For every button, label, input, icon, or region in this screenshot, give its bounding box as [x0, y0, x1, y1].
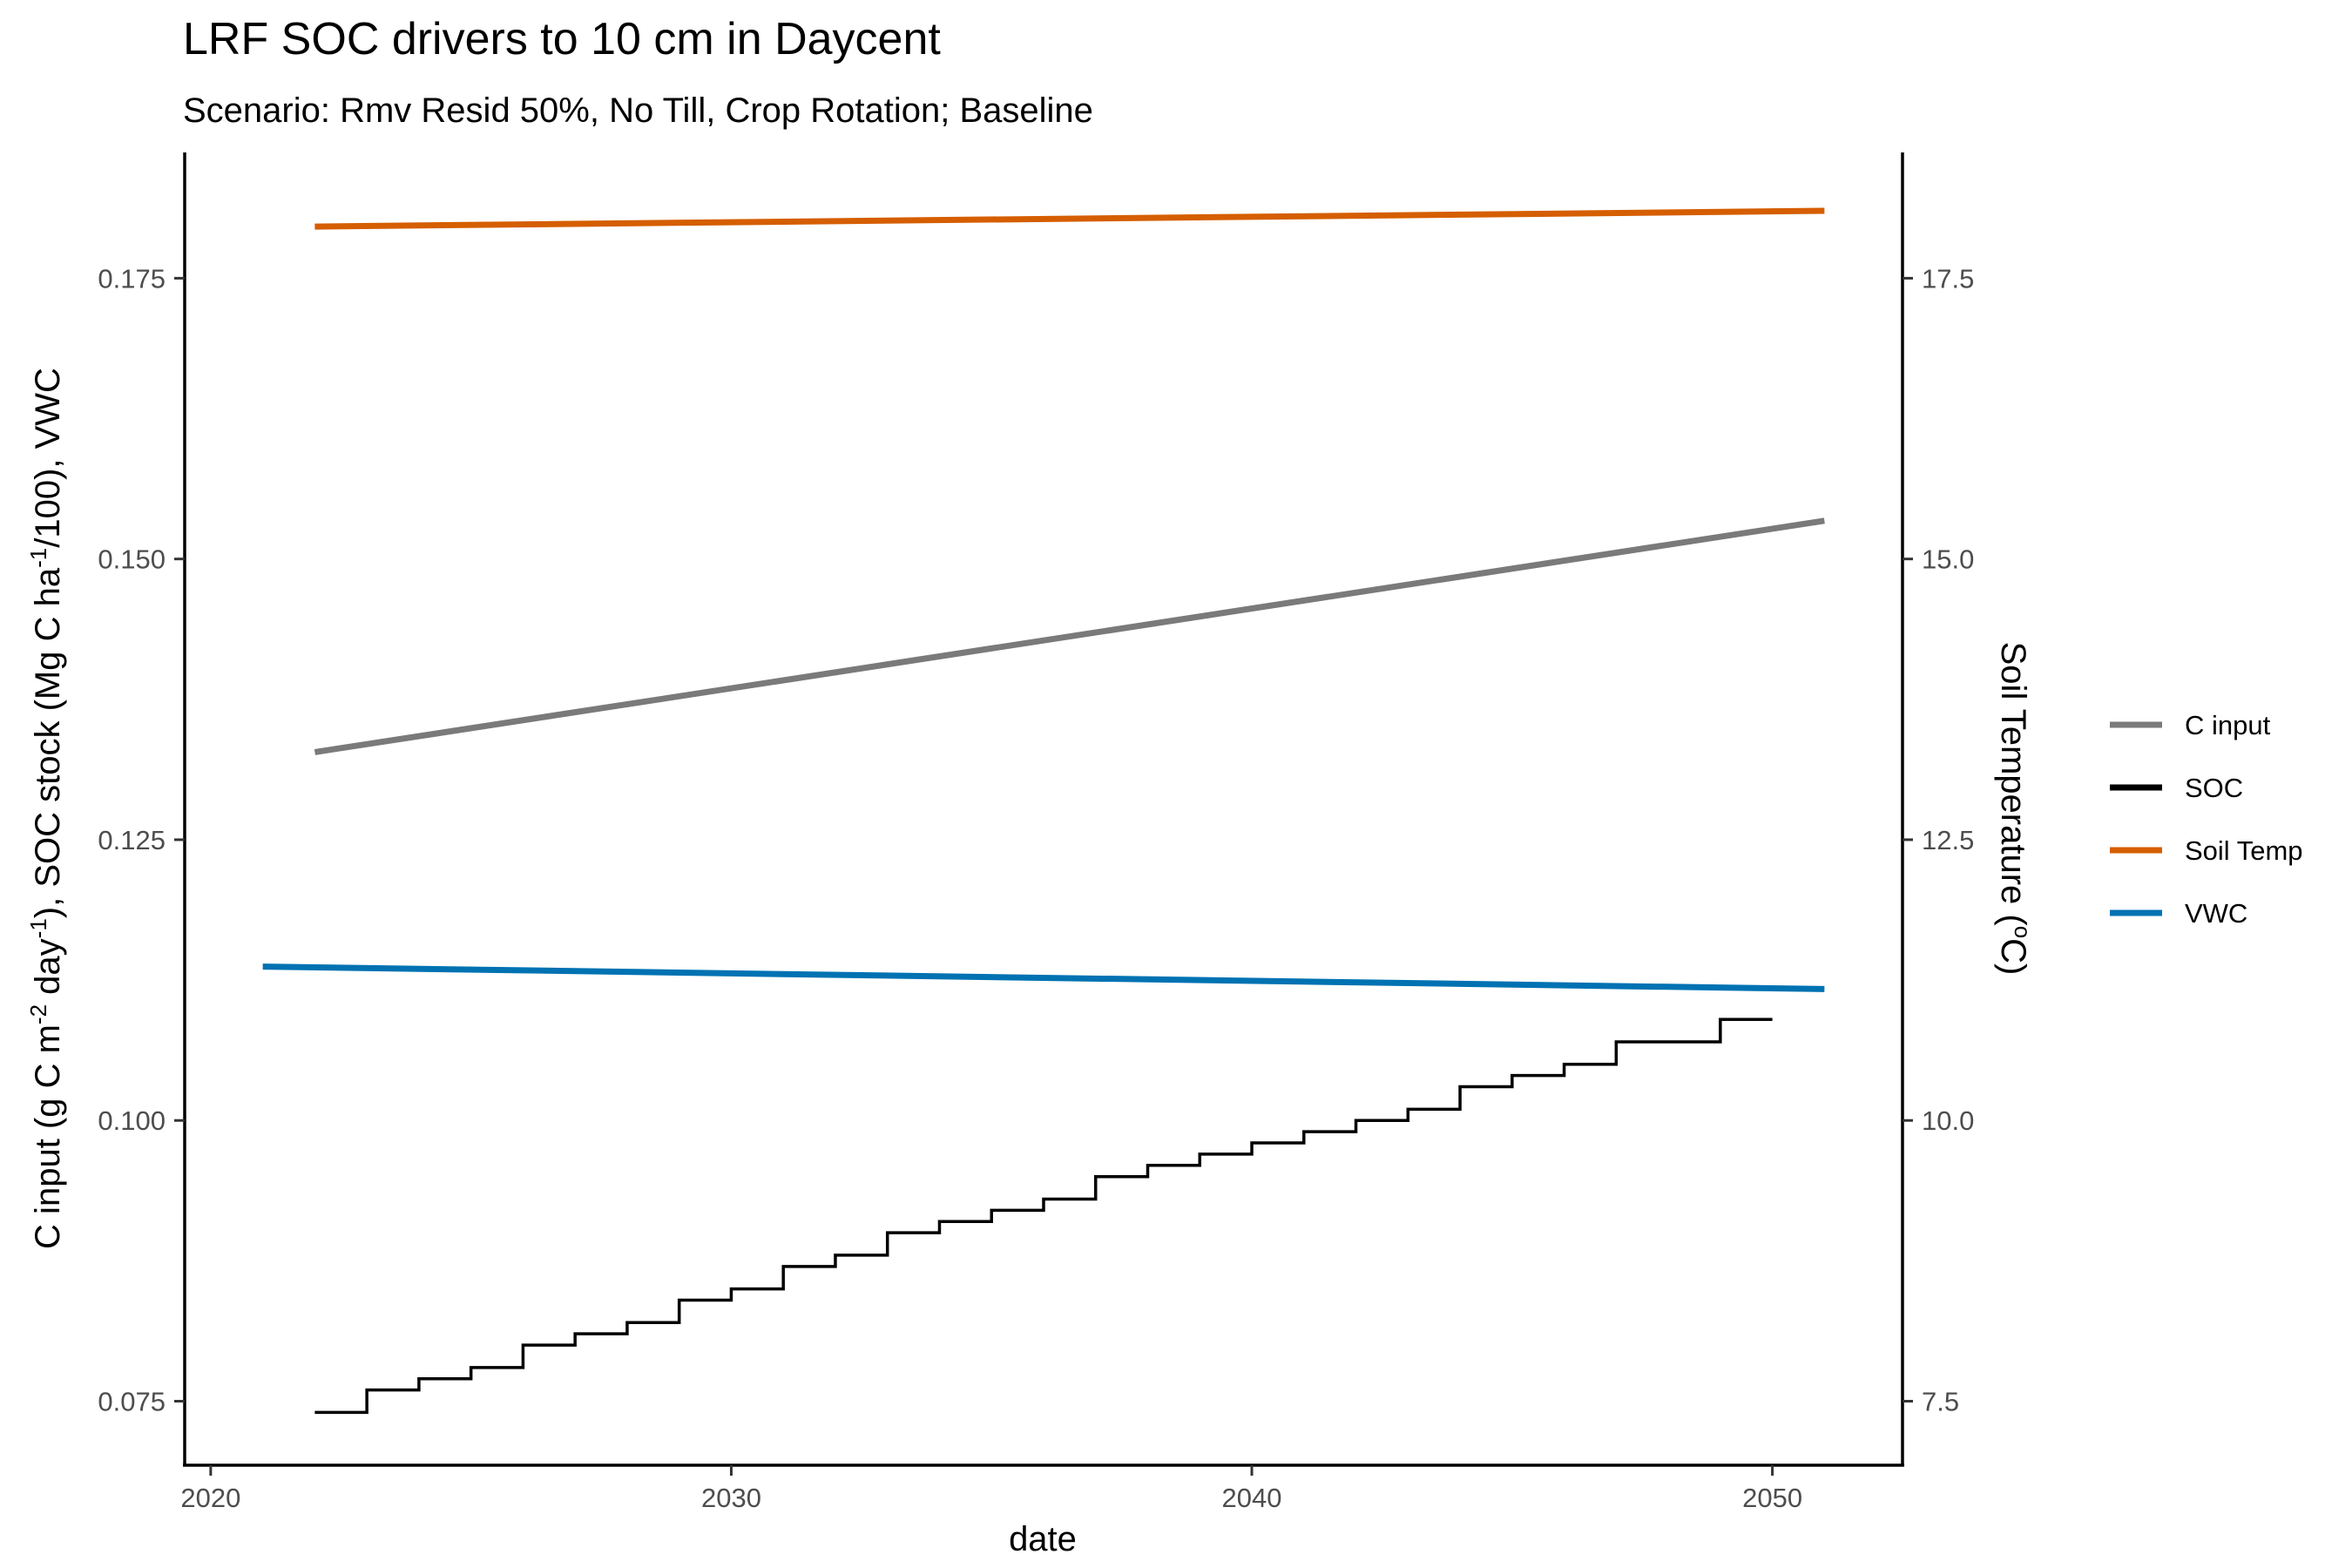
- axis-title-part: C input (g C m: [29, 1024, 67, 1249]
- axis-title-superscript: -1: [25, 918, 51, 938]
- y2-tick-label: 17.5: [1922, 263, 1974, 294]
- series-line-c-input: [314, 517, 1825, 755]
- series-line-soc: [314, 1017, 1773, 1415]
- y-tick-label: 0.125: [98, 825, 166, 855]
- y2-tick-label: 7.5: [1922, 1387, 1959, 1417]
- legend: C input SOC Soil Temp VWC: [2110, 710, 2303, 929]
- x-tick-label: 2040: [1222, 1483, 1282, 1513]
- series-layer: [262, 207, 1825, 1415]
- x-tick-label: 2030: [701, 1483, 761, 1513]
- y2-tick-label: 12.5: [1922, 825, 1974, 855]
- x-axis-title: date: [1009, 1520, 1077, 1558]
- ticks-layer: 2020 2030 2040 2050 0.075 0.100 0.125 0.150 0.17…: [98, 263, 1974, 1513]
- x-tick-label: 2020: [180, 1483, 240, 1513]
- y-tick-label: 0.075: [98, 1387, 166, 1417]
- axis-title-superscript: -1: [25, 548, 51, 568]
- y-axis-title: C input (g C m-2 day-1), SOC stock (Mg C…: [25, 368, 67, 1249]
- y2-tick-label: 10.0: [1922, 1105, 1974, 1136]
- legend-label: VWC: [2185, 898, 2247, 929]
- legend-label: C input: [2185, 710, 2271, 740]
- legend-label: SOC: [2185, 773, 2243, 803]
- chart-subtitle: Scenario: Rmv Resid 50%, No Till, Crop R…: [183, 91, 1093, 130]
- series-line-soil-temp: [314, 207, 1825, 230]
- y2-tick-label: 15.0: [1922, 544, 1974, 575]
- y-tick-label: 0.100: [98, 1105, 166, 1136]
- chart-title: LRF SOC drivers to 10 cm in Daycent: [183, 14, 941, 64]
- axis-title-part: day: [29, 938, 67, 1004]
- axis-title-superscript: -2: [25, 1004, 51, 1024]
- axis-title-part: Soil Temperature (: [1994, 642, 2032, 927]
- axis-title-part: /100), VWC: [29, 368, 67, 548]
- axis-title-part: C): [1994, 938, 2032, 975]
- series-line-vwc: [262, 963, 1825, 992]
- legend-label: Soil Temp: [2185, 835, 2303, 866]
- axis-title-part: ), SOC stock (Mg C ha: [29, 567, 67, 918]
- y-tick-label: 0.150: [98, 544, 166, 575]
- y2-axis-title: Soil Temperature (oC): [1994, 642, 2036, 976]
- y-tick-label: 0.175: [98, 263, 166, 294]
- x-tick-label: 2050: [1742, 1483, 1802, 1513]
- axis-title-superscript: o: [2010, 926, 2036, 938]
